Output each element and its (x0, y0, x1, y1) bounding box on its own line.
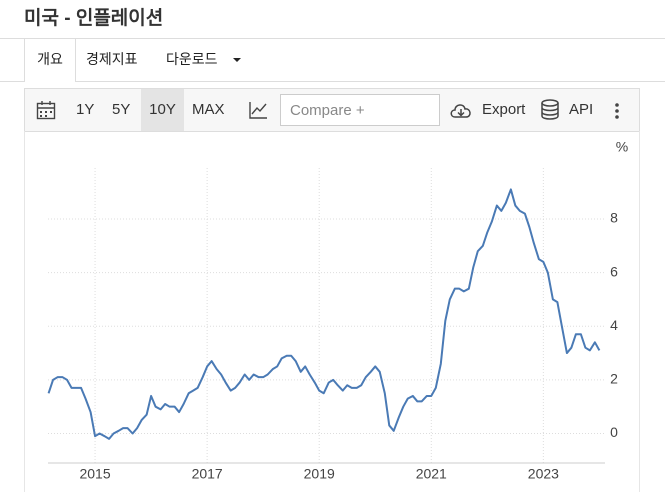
y-tick-label: 4 (610, 317, 618, 333)
x-tick-label: 2023 (528, 466, 559, 482)
tab[interactable]: 개요 (24, 39, 76, 82)
api-button[interactable]: API (569, 101, 594, 118)
export-button[interactable]: Export (482, 101, 526, 118)
y-unit: % (616, 139, 628, 155)
chart-type-icon[interactable] (248, 100, 268, 120)
cloud-icon[interactable] (449, 100, 473, 120)
dropdown-caret (233, 58, 241, 62)
range-button[interactable]: MAX (192, 101, 225, 118)
x-tick-label: 2017 (192, 466, 223, 482)
toolbar: 1Y 5Y 10Y MAX Compare + Export API (24, 88, 640, 132)
page-title: 미국 - 인플레이션 (24, 8, 164, 29)
tab[interactable]: 다운로드 (166, 51, 218, 67)
chart: % 2015 2017 2019 2021 2023 0 2 4 6 8 (47, 139, 628, 482)
tab-bar: 개요 경제지표 다운로드 (0, 38, 665, 82)
x-tick-label: 2015 (79, 466, 110, 482)
y-tick-label: 6 (610, 263, 618, 279)
line-series (47, 188, 601, 440)
y-tick-label: 0 (610, 424, 618, 440)
range-button[interactable]: 1Y (76, 101, 95, 118)
compare-input[interactable]: Compare + (280, 94, 440, 126)
database-icon[interactable] (540, 99, 560, 121)
range-button-active[interactable]: 10Y (141, 89, 184, 131)
y-tick-label: 8 (610, 210, 618, 226)
more-icon[interactable] (613, 102, 621, 120)
y-tick-label: 2 (610, 371, 618, 387)
range-button[interactable]: 5Y (112, 101, 131, 118)
x-tick-label: 2021 (416, 466, 447, 482)
calendar-icon[interactable] (36, 100, 56, 120)
chart-frame (24, 131, 640, 492)
tab[interactable]: 경제지표 (86, 51, 138, 67)
x-tick-label: 2019 (304, 466, 335, 482)
